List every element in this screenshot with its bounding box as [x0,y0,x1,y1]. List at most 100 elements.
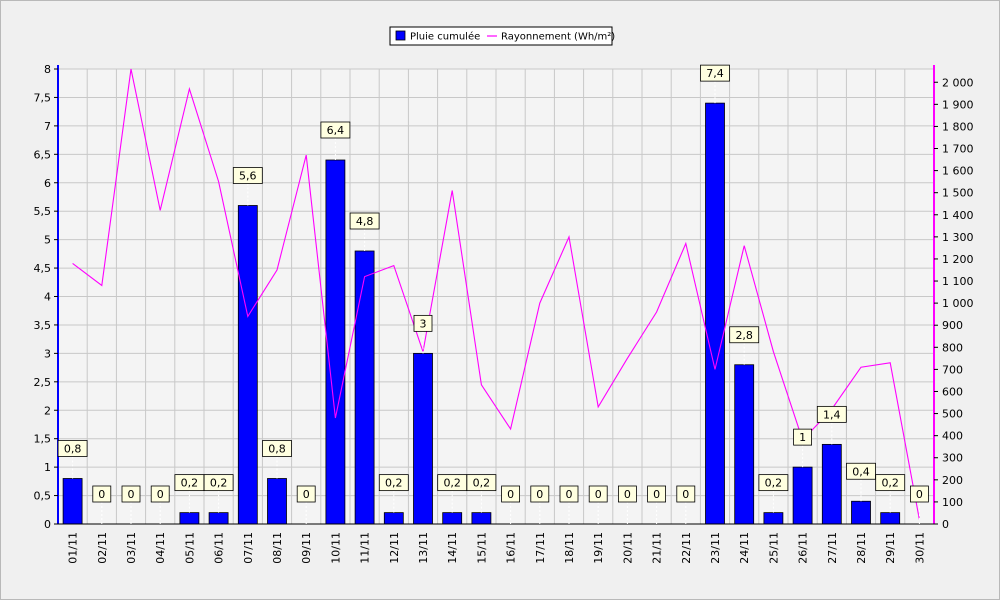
data-label-box [320,121,351,139]
x-tick-label: 15/11 [475,532,488,564]
y-left-tick-label: 1,5 [34,433,52,446]
x-tick-label: 01/11 [67,532,80,564]
data-label: 0,2 [765,477,783,490]
data-label-box [121,485,141,503]
x-tick-label: 19/11 [592,532,605,564]
y-right-tick-label: 1 300 [942,231,974,244]
data-label: 0,8 [64,443,82,456]
x-tick-label: 08/11 [271,532,284,564]
data-label-box [846,462,876,480]
y-right-tick-label: 300 [942,452,963,465]
data-label-box [793,428,812,446]
data-label-box [232,167,263,184]
bar [237,205,258,525]
data-label-box [378,474,409,492]
y-right-tick-label: 800 [942,341,963,354]
x-tick-label: 11/11 [359,532,372,564]
x-tick-label: 28/11 [855,532,868,564]
bar [325,159,346,525]
data-label-box [501,485,521,503]
data-label-box [729,326,760,344]
y-left-tick-label: 0,5 [34,490,52,503]
x-tick-label: 25/11 [767,532,780,564]
data-label: 0 [507,488,514,501]
bar [179,512,200,525]
data-label-box [676,485,696,503]
data-label: 0,2 [473,477,491,490]
y-left-tick-label: 7 [44,120,51,133]
x-tick-label: 22/11 [680,532,693,564]
data-label: 0 [682,488,689,501]
bar [471,512,492,525]
bar [413,352,433,525]
y-right-tick-label: 2 000 [942,76,974,89]
x-tick-label: 26/11 [797,532,810,564]
data-label: 7,4 [706,67,724,80]
bar [442,512,463,525]
data-label: 0 [595,488,602,501]
y-right-tick-label: 1 400 [942,209,974,222]
y-left-tick-label: 7,5 [34,91,52,104]
x-tick-label: 29/11 [884,532,897,564]
data-label: 6,4 [327,124,345,137]
bar [763,512,784,525]
y-right-tick-label: 900 [942,319,963,332]
y-right-tick-label: 600 [942,385,963,398]
legend-label-rayonnement: Rayonnement (Wh/m²) [501,32,615,43]
bar [705,102,725,525]
data-label-box [92,485,112,503]
y-right-tick-label: 1 500 [942,187,974,200]
y-left-tick-label: 0 [44,518,51,531]
data-label: 0,2 [385,477,403,490]
data-label-box [57,440,88,457]
bar [792,466,813,525]
y-right-tick-label: 1 100 [942,275,974,288]
bar [383,512,404,525]
rayonnement-line [72,68,920,520]
data-label: 0 [157,488,164,501]
x-tick-label: 21/11 [651,532,664,564]
data-label: 0,2 [881,477,899,490]
y-right-tick-label: 1 900 [942,98,974,111]
y-left-tick-label: 3,5 [34,319,52,332]
y-right-tick-label: 100 [942,496,963,509]
data-label-box [647,485,666,503]
x-tick-label: 17/11 [534,532,547,564]
x-tick-label: 16/11 [505,532,518,564]
data-label-box [296,485,316,503]
data-label: 0 [653,488,660,501]
data-label: 0,8 [268,443,286,456]
x-tick-label: 13/11 [417,532,430,564]
legend-swatch-bar [395,30,406,41]
legend-label-pluie: Pluie cumulée [410,31,480,43]
y-left-tick-label: 4 [44,291,51,304]
data-label: 0 [566,488,573,501]
data-label: 0 [536,488,543,501]
data-label-box [262,440,292,457]
x-tick-label: 14/11 [446,532,459,564]
data-label: 1,4 [823,408,841,421]
y-left-tick-label: 2,5 [34,376,52,389]
data-label: 0,2 [443,477,461,490]
data-label: 0 [303,488,310,501]
x-tick-label: 20/11 [621,532,634,564]
x-tick-label: 06/11 [213,532,226,564]
x-tick-label: 27/11 [826,532,839,564]
y-right-tick-label: 1 700 [942,143,974,156]
x-tick-label: 18/11 [563,532,576,564]
y-right-tick-label: 1 000 [942,297,974,310]
data-label: 0 [128,488,135,501]
bar [354,250,375,525]
data-label-box [910,485,929,503]
data-label-box [413,314,433,332]
y-right-tick-label: 500 [942,408,963,421]
y-left-tick-label: 5 [44,234,51,247]
x-tick-label: 23/11 [709,532,722,564]
y-right-tick-label: 400 [942,430,963,443]
data-label-box [816,405,847,423]
x-tick-label: 03/11 [125,532,138,564]
x-tick-label: 09/11 [300,532,313,564]
data-label-box [150,485,170,503]
